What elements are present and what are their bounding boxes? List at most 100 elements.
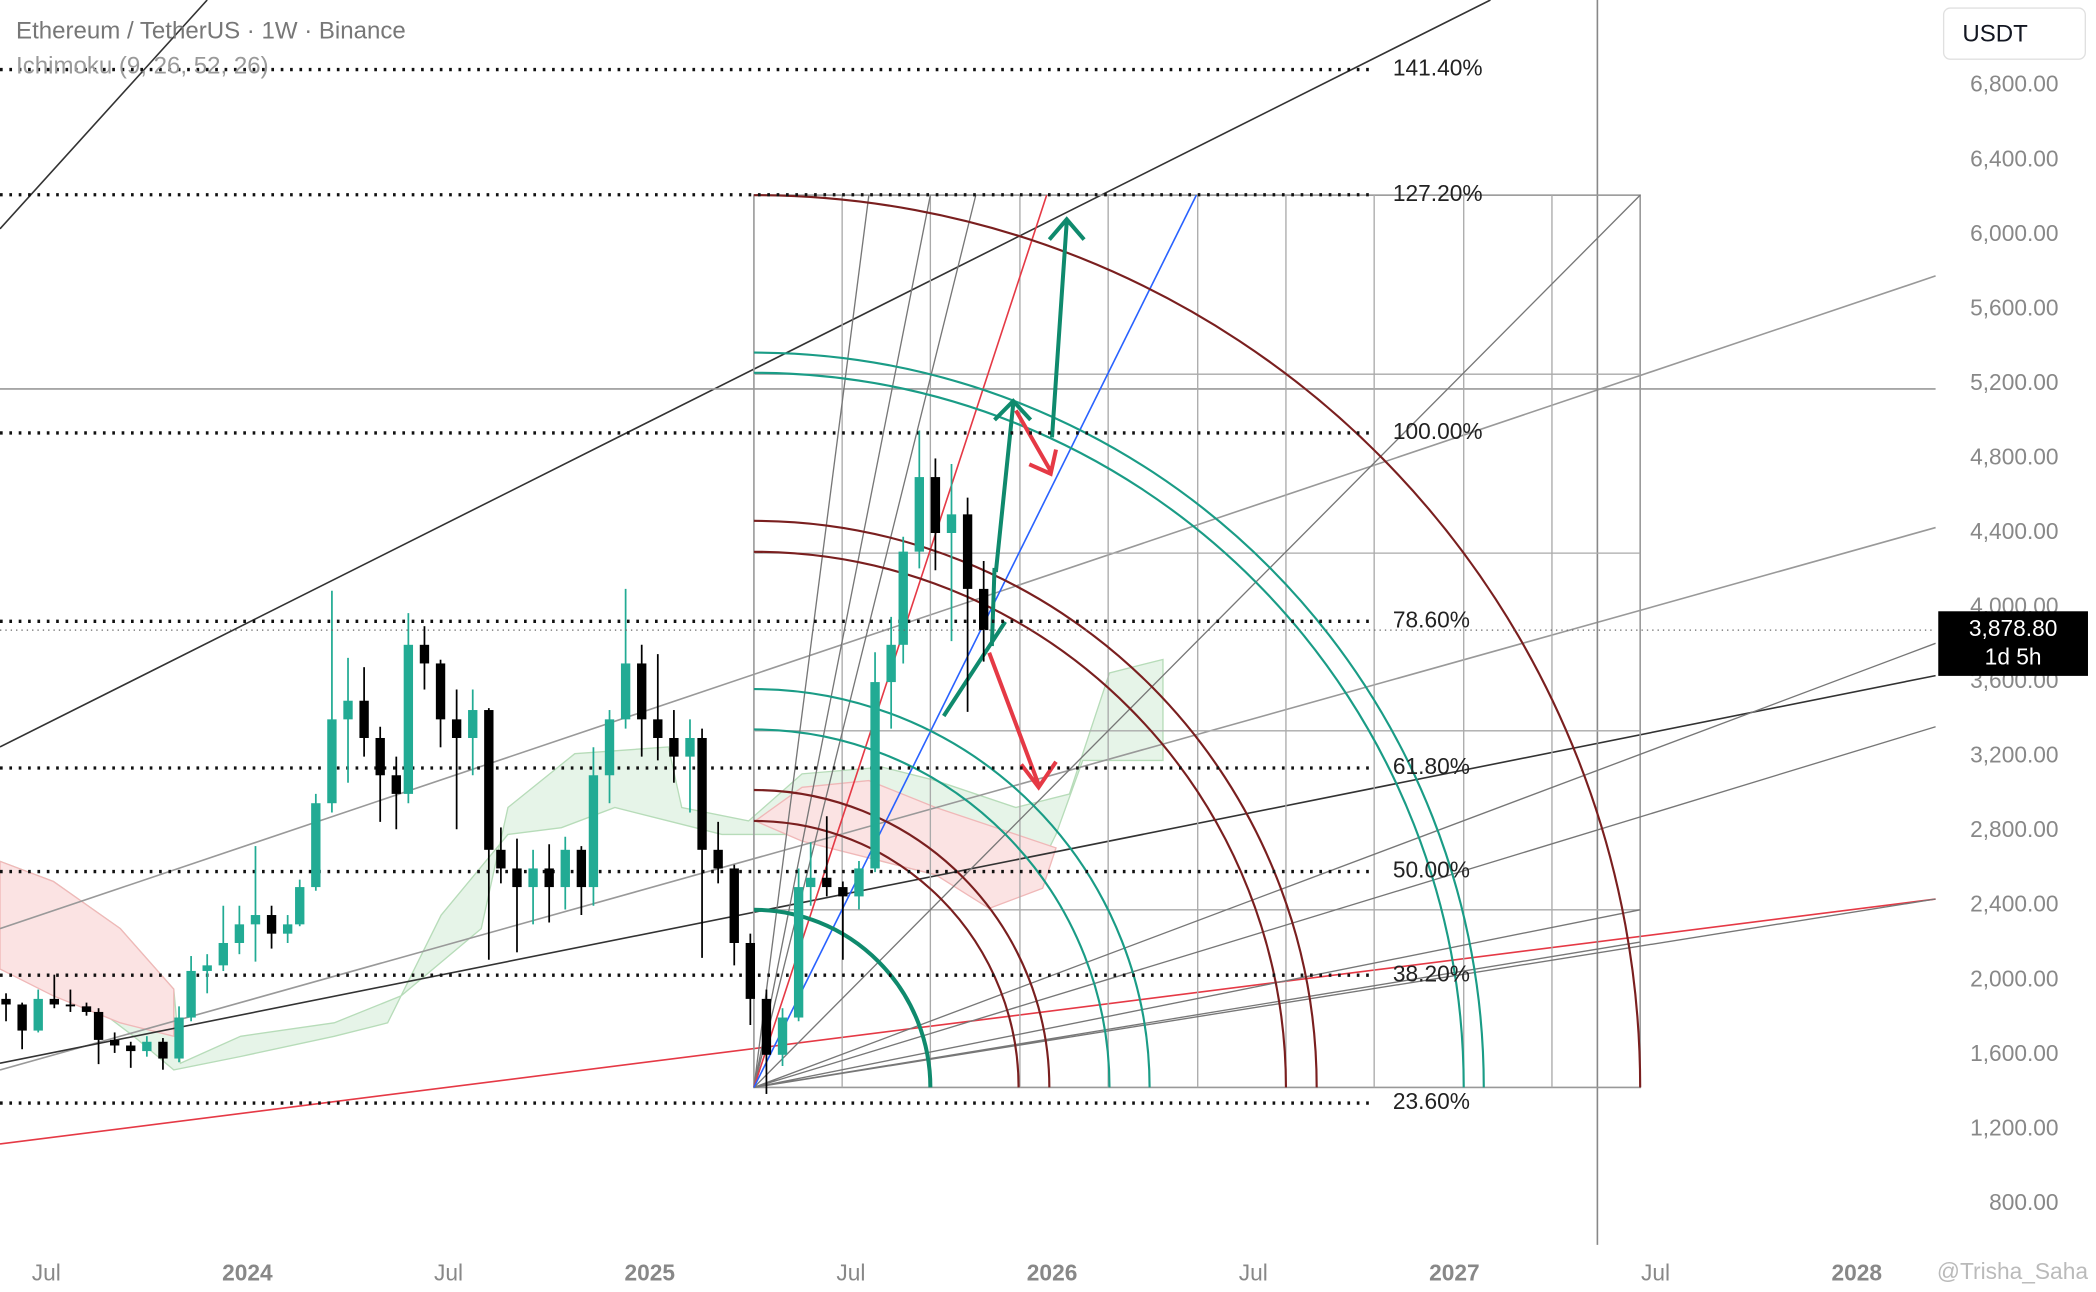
candle-body	[266, 915, 277, 934]
candle-body	[528, 868, 538, 888]
candle-body	[109, 1039, 120, 1046]
candle-body	[359, 700, 369, 738]
candle-body	[777, 1017, 788, 1055]
currency-button[interactable]	[1942, 7, 2086, 60]
y-tick-label: 5,600.00	[1970, 294, 2058, 320]
currency-label[interactable]: USDT	[1962, 20, 2028, 47]
candle-body	[234, 924, 245, 943]
x-tick-label: 2025	[624, 1259, 675, 1285]
y-tick-label: 6,400.00	[1970, 145, 2058, 171]
fib-label: 50.00%	[1393, 857, 1470, 883]
y-tick-label: 6,000.00	[1970, 220, 2058, 246]
y-tick-label: 5,200.00	[1970, 369, 2058, 395]
candle-body	[484, 710, 494, 850]
fib-label: 127.20%	[1393, 180, 1483, 206]
candle-body	[93, 1011, 104, 1040]
fan-line	[753, 194, 1198, 1088]
candle-body	[250, 915, 261, 925]
candle-body	[576, 849, 587, 888]
candle-body	[158, 1041, 168, 1059]
candle-body	[65, 1004, 76, 1007]
candle-body	[17, 1004, 27, 1031]
y-tick-label: 1,200.00	[1970, 1114, 2058, 1140]
x-tick-label: 2028	[1831, 1259, 1882, 1285]
candle-body	[451, 719, 462, 738]
candle-body	[544, 868, 554, 888]
trend-line	[0, 0, 1491, 748]
candle-body	[202, 965, 212, 971]
x-tick-label: Jul	[32, 1259, 61, 1285]
price-tag	[1938, 611, 2088, 676]
x-tick-label: Jul	[434, 1259, 463, 1285]
fib-label: 61.80%	[1393, 753, 1470, 779]
y-tick-label: 1,600.00	[1970, 1040, 2058, 1066]
candle-body	[838, 887, 848, 897]
candle-body	[435, 663, 446, 720]
candle-body	[713, 849, 723, 869]
candle-body	[282, 924, 293, 934]
candle-body	[914, 477, 924, 552]
arrows	[942, 216, 1086, 791]
candle-body	[142, 1041, 152, 1052]
candle-body	[822, 877, 832, 888]
x-tick-label: Jul	[1641, 1259, 1670, 1285]
candle-body	[745, 942, 756, 999]
candle-body	[375, 737, 385, 776]
candle-body	[886, 644, 896, 683]
candle-body	[1, 998, 11, 1005]
candle-body	[49, 998, 59, 1005]
candle-body	[979, 588, 989, 631]
candle-body	[637, 663, 647, 720]
indicator-label: Ichimoku (9, 26, 52, 26)	[16, 53, 269, 80]
trend-line	[0, 674, 1936, 1065]
candle-body	[174, 1017, 184, 1059]
candle-body	[218, 942, 228, 966]
candle-body	[311, 803, 321, 888]
candle-body	[653, 719, 663, 738]
ichimoku-cloud	[0, 860, 175, 1038]
candle-body	[962, 514, 973, 589]
candle-body	[729, 868, 739, 943]
candle-body	[126, 1045, 136, 1052]
y-tick-label: 4,800.00	[1970, 443, 2058, 469]
candle-body	[854, 868, 864, 897]
candle-body	[496, 849, 506, 869]
gann-fan	[753, 194, 1936, 1089]
candle-body	[186, 970, 196, 1018]
candle-body	[81, 1006, 92, 1012]
fib-label: 100.00%	[1393, 418, 1483, 444]
trend-line	[0, 0, 208, 230]
candle-body	[343, 700, 353, 720]
y-tick-label: 4,400.00	[1970, 518, 2058, 544]
candle-body	[697, 737, 707, 850]
countdown-label: 1d 5h	[1985, 643, 2042, 669]
candle-body	[946, 514, 957, 533]
x-tick-label: Jul	[1239, 1259, 1268, 1285]
x-tick-label: 2026	[1027, 1259, 1078, 1285]
candle-body	[391, 775, 401, 794]
candle-body	[403, 644, 414, 794]
candle-body	[793, 887, 804, 1018]
candle-body	[33, 998, 43, 1031]
candle-body	[419, 644, 430, 664]
candle-body	[560, 849, 570, 888]
y-tick-label: 2,000.00	[1970, 965, 2058, 991]
candle-body	[685, 737, 695, 757]
fib-label: 23.60%	[1393, 1088, 1470, 1114]
candle-body	[806, 877, 816, 888]
chart-title: Ethereum / TetherUS · 1W · Binance	[16, 18, 406, 45]
fib-label: 141.40%	[1393, 54, 1483, 80]
gann-arcs	[753, 194, 1642, 1088]
trend-line	[0, 526, 1936, 1071]
candle-body	[930, 477, 941, 533]
y-tick-label: 800.00	[1989, 1189, 2058, 1215]
candle-body	[898, 551, 908, 645]
price-tag-label: 3,878.80	[1969, 615, 2057, 641]
candle-body	[295, 887, 305, 925]
x-tick-label: Jul	[836, 1259, 865, 1285]
drawings	[0, 0, 1936, 1245]
ichimoku-cloud	[753, 779, 1057, 910]
candle-body	[512, 868, 522, 888]
candle-body	[669, 737, 679, 757]
